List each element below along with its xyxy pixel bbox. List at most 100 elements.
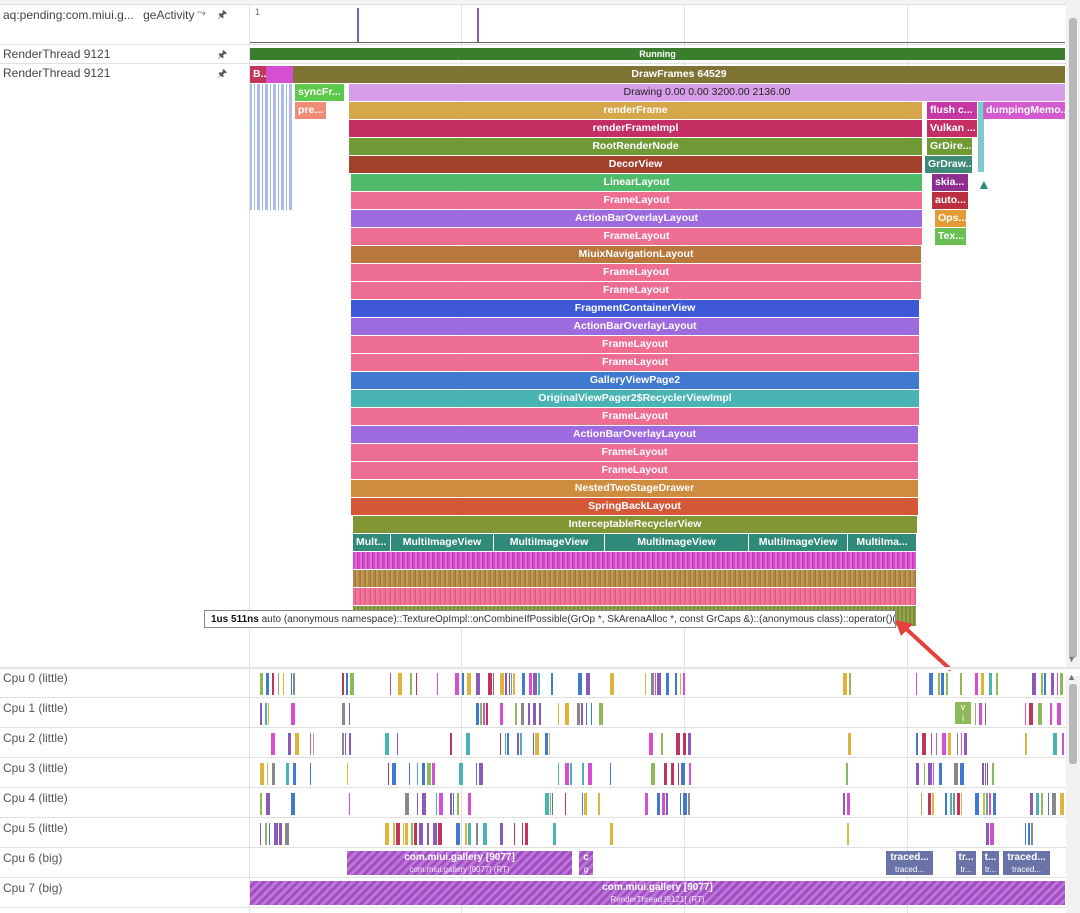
cpu-slice[interactable] [260, 793, 262, 815]
cpu-slice[interactable] [522, 673, 525, 695]
cpu-slice[interactable] [453, 793, 454, 815]
cpu-slice[interactable] [990, 823, 994, 845]
slice-multiimageview[interactable]: MultiImageView [749, 534, 847, 551]
cpu-slice[interactable] [468, 823, 471, 845]
cpu-slice[interactable] [483, 823, 487, 845]
pin-icon[interactable]: 🖈 [217, 49, 228, 61]
cpu-slice[interactable] [1028, 823, 1030, 845]
cpu-slice[interactable] [1032, 673, 1036, 695]
slice-grdraw[interactable]: GrDraw... [925, 156, 972, 173]
slice-framelayout[interactable]: FrameLayout [351, 444, 918, 461]
slice-recyclerviewimpl[interactable]: OriginalViewPager2$RecyclerViewImpl [351, 390, 919, 407]
cpu-slice[interactable] [975, 673, 978, 695]
cpu-slice[interactable] [847, 823, 849, 845]
cpu-slice[interactable] [266, 673, 269, 695]
cpu-slice[interactable] [349, 793, 350, 815]
cpu-slice[interactable] [676, 733, 680, 755]
cpu-slice[interactable] [1060, 793, 1064, 815]
cpu-slice[interactable] [916, 673, 917, 695]
cpu-slice[interactable] [439, 793, 443, 815]
cpu-slice[interactable] [551, 673, 553, 695]
cpu-slice[interactable] [992, 763, 994, 785]
pin-icon[interactable]: 🖈 [217, 9, 228, 21]
cpu-slice[interactable] [397, 733, 398, 755]
cpu-slice[interactable] [459, 763, 463, 785]
cpu-slice[interactable] [393, 823, 395, 845]
cpu-slice[interactable] [538, 673, 540, 695]
cpu-slice[interactable] [450, 733, 452, 755]
cpu-label[interactable]: Cpu 1 (little) [3, 701, 68, 715]
slice-framelayout[interactable]: FrameLayout [351, 282, 921, 299]
cpu-slice[interactable] [922, 733, 926, 755]
cpu-label[interactable]: Cpu 6 (big) [3, 851, 63, 865]
cpu-slice[interactable] [291, 703, 295, 725]
cpu-slice[interactable] [683, 733, 686, 755]
cpu-slice[interactable] [578, 673, 582, 695]
cpu-slice[interactable] [1052, 793, 1056, 815]
cpu-slice[interactable] [932, 793, 934, 815]
cpu-slice[interactable] [396, 823, 400, 845]
slice-miuixnavigationlayout[interactable]: MiuixNavigationLayout [351, 246, 921, 263]
cpu-slice[interactable] [1044, 673, 1046, 695]
cpu-slice[interactable] [345, 733, 346, 755]
cpu-slice[interactable] [436, 793, 437, 815]
cpu6-slice-small[interactable]: c g [579, 851, 593, 875]
cpu-slice[interactable] [688, 793, 690, 815]
cpu-slice[interactable] [849, 673, 851, 695]
cpu-slice[interactable] [550, 793, 551, 815]
cpu-slice[interactable] [950, 793, 952, 815]
cpu-slice[interactable] [260, 673, 263, 695]
cpu-slice[interactable] [588, 763, 592, 785]
cpu-slice[interactable] [584, 793, 587, 815]
cpu-slice[interactable] [476, 703, 479, 725]
cpu-slice[interactable] [651, 763, 655, 785]
cpu-slice[interactable] [960, 673, 962, 695]
cpu-slice[interactable] [843, 673, 847, 695]
slice-multiimageview[interactable]: MultiImageView [391, 534, 493, 551]
cpu-slice[interactable] [433, 823, 437, 845]
cpu-slice[interactable] [533, 733, 534, 755]
cpu-slice[interactable] [288, 733, 291, 755]
cpu-slice[interactable] [846, 763, 848, 785]
cpu-slice[interactable] [936, 733, 937, 755]
cpu-slice[interactable] [942, 733, 946, 755]
cpu-slice[interactable] [985, 763, 986, 785]
cpu-slice[interactable] [987, 763, 988, 785]
cpu-slice[interactable] [1050, 703, 1052, 725]
slice-fragmentcontainerview[interactable]: FragmentContainerView [351, 300, 919, 317]
cpu6-slice-traced[interactable]: traced... traced... [1003, 851, 1050, 875]
slice-multiimageview[interactable]: MultiImageView [494, 534, 604, 551]
slice-multiimageview[interactable]: Mult... [353, 534, 390, 551]
cpu-slice[interactable] [954, 763, 958, 785]
cpu-slice[interactable] [681, 763, 685, 785]
cpu-slice[interactable] [392, 763, 396, 785]
cpu-slice[interactable] [688, 733, 691, 755]
cpu-slice[interactable] [1036, 793, 1039, 815]
cpu-label[interactable]: Cpu 5 (little) [3, 821, 68, 835]
track-label-queue[interactable]: aq:pending:com.miui.g... geActivity [3, 8, 194, 22]
cpu-slice[interactable] [488, 673, 492, 695]
cpu-slice[interactable] [268, 703, 269, 725]
cpu-slice[interactable] [456, 823, 460, 845]
cpu-slice[interactable] [457, 793, 459, 815]
slice-flush[interactable]: flush c... [927, 102, 977, 119]
slice-actionbaroverlaylayout[interactable]: ActionBarOverlayLayout [351, 318, 919, 335]
cpu-slice[interactable] [385, 733, 389, 755]
cpu-slice[interactable] [271, 733, 275, 755]
cpu-slice[interactable] [553, 823, 556, 845]
cpu-slice[interactable] [390, 673, 391, 695]
cpu-slice[interactable] [466, 733, 470, 755]
cpu-slice[interactable] [515, 703, 517, 725]
cpu-slice[interactable] [462, 673, 464, 695]
cpu-slice[interactable] [989, 793, 991, 815]
cpu-slice[interactable] [403, 823, 404, 845]
cpu-slice[interactable] [1057, 673, 1058, 695]
cpu-slice[interactable] [577, 703, 580, 725]
cpu-slice[interactable] [1060, 673, 1063, 695]
cpu-slice[interactable] [582, 793, 583, 815]
cpu-slice[interactable] [279, 823, 282, 845]
cpu-slice[interactable] [989, 673, 992, 695]
slice-multiimageview[interactable]: MultiImageView [605, 534, 748, 551]
cpu-slice[interactable] [272, 673, 274, 695]
cpu6-slice-traced[interactable]: traced... traced... [886, 851, 933, 875]
